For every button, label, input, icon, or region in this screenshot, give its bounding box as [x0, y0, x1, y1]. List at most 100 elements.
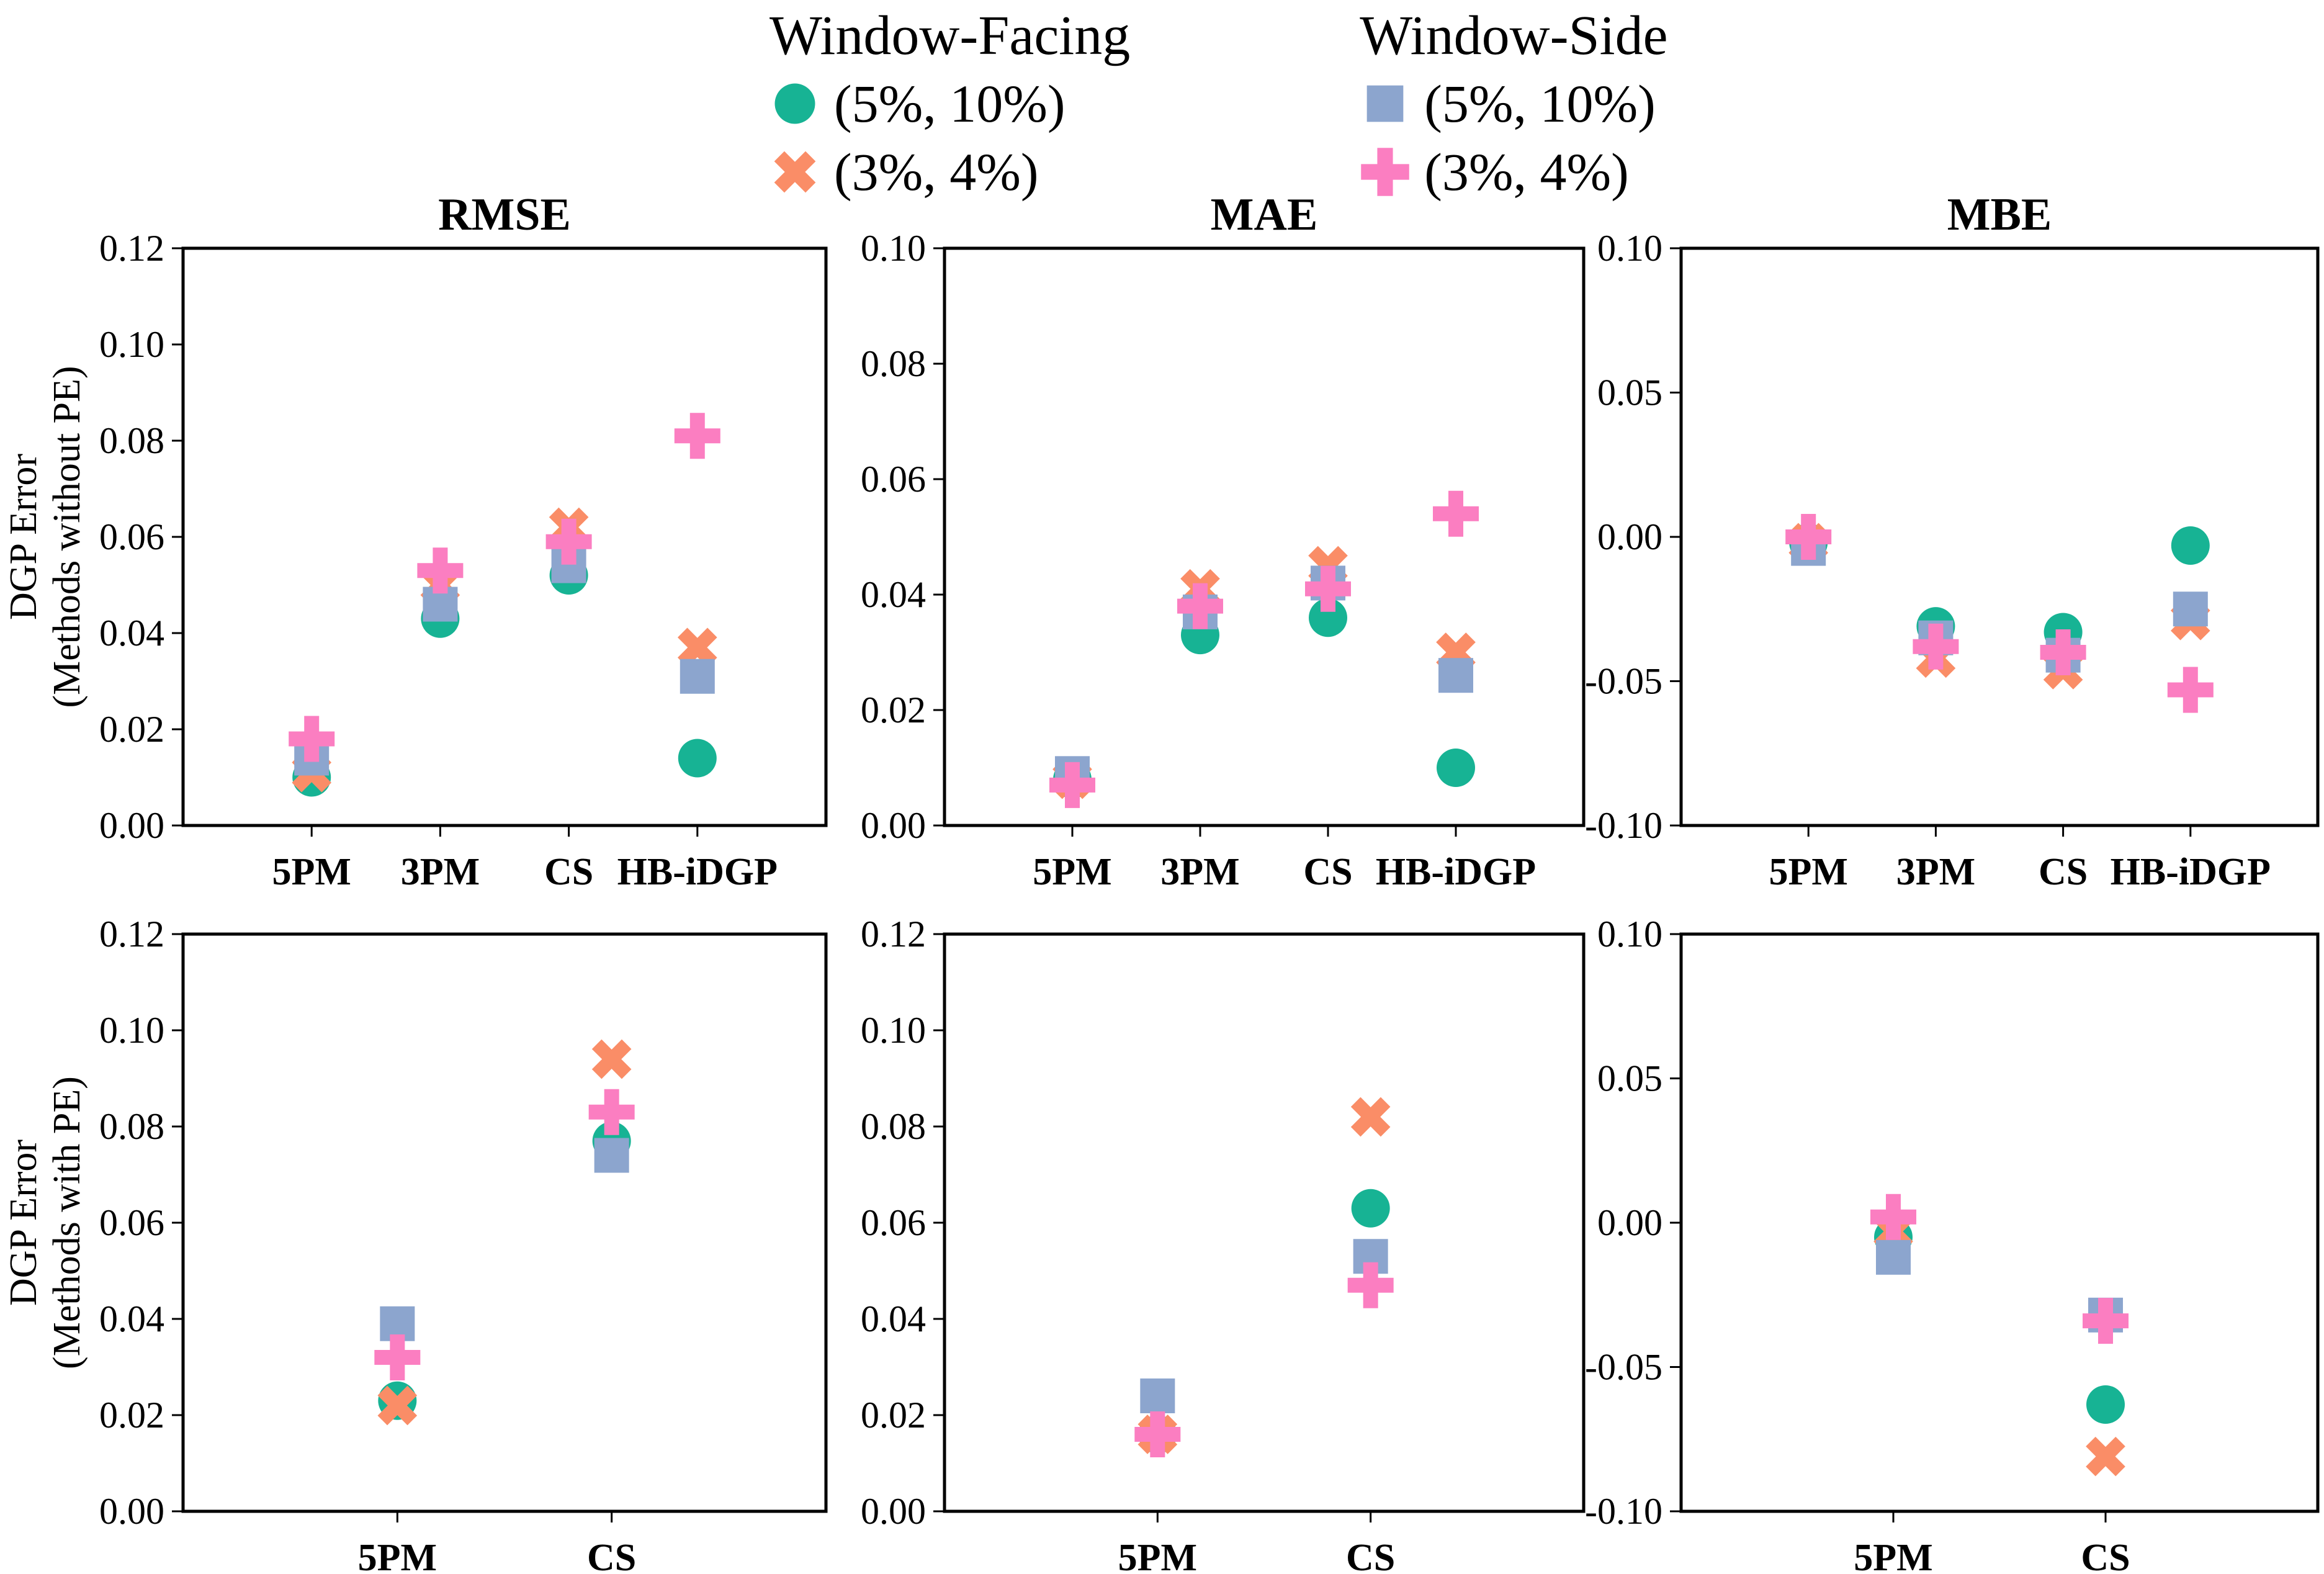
marker-square	[1140, 1378, 1175, 1413]
marker-plus	[1785, 514, 1832, 560]
marker-square	[594, 1138, 629, 1173]
marker-circle	[1309, 598, 1347, 637]
x-tick-label: CS	[2081, 1537, 2130, 1574]
marker-plus	[1870, 1194, 1916, 1240]
x-tick-label: HB-iDGP	[617, 851, 778, 893]
y-tick-label: 0.00	[861, 805, 926, 846]
y-tick-label: 0.05	[1597, 372, 1662, 413]
x-marker-icon	[774, 151, 816, 193]
marker-plus	[289, 716, 335, 762]
legend-group-title: Window-Side	[1360, 5, 1668, 66]
marker-plus	[588, 1089, 635, 1135]
panel-mbe-pe: -0.10 -0.05 0.00 0.05 0.10 5PM CS	[1585, 914, 2320, 1574]
x-tick-label: 3PM	[1896, 851, 1975, 893]
y-tick-label: 0.00	[99, 1491, 164, 1532]
legend-item-label: (5%, 10%)	[834, 74, 1066, 133]
y-tick-label: 0.00	[1597, 516, 1662, 557]
plus-marker-icon	[1361, 148, 1410, 196]
legend-group-window-facing: Window-Facing (5%, 10%) (3%, 4%)	[769, 2, 1130, 206]
marker-x	[377, 1385, 418, 1426]
legend-item-label: (5%, 10%)	[1424, 74, 1656, 133]
marker-square	[1366, 85, 1404, 122]
y-tick-label: 0.08	[99, 420, 164, 461]
x-tick-label: CS	[1303, 851, 1352, 893]
marker-x	[677, 627, 717, 668]
legend-item: (3%, 4%)	[1360, 138, 1667, 206]
series-x	[292, 507, 717, 793]
panel-title: MBE	[1947, 189, 2052, 240]
y-axis-label: (Methods with PE)	[46, 1076, 88, 1369]
x-tick-label: 5PM	[358, 1537, 437, 1574]
marker-x	[2086, 1436, 2125, 1477]
x-tick-label: 5PM	[1769, 851, 1848, 893]
marker-square	[1438, 658, 1473, 693]
y-tick-label: 0.02	[861, 1395, 926, 1436]
marker-x	[1350, 1097, 1391, 1137]
x-tick-label: HB-iDGP	[2111, 851, 2271, 893]
y-tick-label: 0.10	[99, 324, 164, 365]
series-plus	[289, 413, 720, 762]
y-tick-label: 0.06	[99, 1202, 164, 1243]
marker-plus	[674, 413, 720, 459]
y-tick-label: -0.05	[1585, 1347, 1662, 1388]
marker-plus	[1913, 623, 1959, 670]
y-tick-label: 0.00	[1597, 1202, 1662, 1243]
marker-plus	[417, 547, 464, 594]
series-x	[1052, 546, 1476, 799]
y-tick-label: 0.00	[861, 1491, 926, 1532]
series-circle	[1053, 598, 1475, 799]
y-tick-label: -0.10	[1585, 805, 1662, 846]
y-tick-label: 0.06	[861, 459, 926, 500]
y-tick-label: 0.06	[861, 1202, 926, 1243]
x-tick-label: HB-iDGP	[1376, 851, 1536, 893]
legend-group-window-side: Window-Side (5%, 10%) (3%, 4%)	[1360, 2, 1667, 206]
x-tick-label: 5PM	[272, 851, 351, 893]
y-tick-label: 0.04	[99, 1298, 164, 1339]
legend: Window-Facing (5%, 10%) (3%, 4%) Window-…	[769, 2, 1668, 206]
y-tick-label: 0.10	[861, 228, 926, 269]
series-circle	[378, 1122, 631, 1420]
series-square	[1791, 531, 2208, 673]
marker-circle	[678, 739, 717, 778]
marker-plus	[1347, 1262, 1394, 1308]
y-tick-label: 0.00	[99, 805, 164, 846]
x-tick-label: 5PM	[1118, 1537, 1197, 1574]
series-square	[294, 548, 715, 776]
marker-circle	[2171, 526, 2210, 565]
y-axis-label: (Methods without PE)	[46, 366, 88, 708]
marker-plus	[1177, 583, 1223, 629]
plot-box	[181, 246, 828, 827]
y-tick-label: 0.02	[861, 690, 926, 731]
series-circle	[1789, 523, 2210, 652]
x-tick-label: CS	[1346, 1537, 1395, 1574]
marker-plus	[2040, 629, 2086, 675]
circle-marker-icon	[774, 83, 815, 124]
series-plus	[374, 1089, 635, 1380]
series-circle	[1138, 1189, 1390, 1454]
y-tick-label: 0.08	[861, 343, 926, 384]
panel-mbe-no-pe: MBE -0.10 -0.05 0.00 0.05 0.10 5PM 3PM CS HB-iDGP	[1585, 189, 2320, 893]
y-tick-label: 0.12	[99, 228, 164, 269]
series-square	[1055, 565, 1473, 791]
marker-plus	[1361, 148, 1410, 196]
y-tick-label: -0.05	[1585, 661, 1662, 702]
y-axis-label: DGP Error	[2, 1140, 45, 1306]
legend-item: (5%, 10%)	[1360, 70, 1667, 138]
y-tick-label: 0.05	[1597, 1058, 1662, 1099]
panel-rmse-pe: DGP Error (Methods with PE) 0.00 0.02 0.04 0.…	[2, 914, 828, 1574]
x-tick-label: 5PM	[1033, 851, 1111, 893]
y-tick-label: 0.12	[99, 914, 164, 955]
marker-plus	[1433, 490, 1479, 537]
y-axis-label: DGP Error	[2, 454, 45, 620]
series-plus	[1049, 490, 1479, 808]
y-tick-label: 0.08	[861, 1106, 926, 1147]
marker-square	[1876, 1239, 1911, 1275]
y-tick-label: 0.10	[99, 1010, 164, 1051]
plot-box	[181, 932, 828, 1513]
legend-item: (5%, 10%)	[769, 70, 1130, 138]
marker-plus	[2167, 667, 2214, 713]
marker-square	[680, 659, 715, 694]
series-plus	[1785, 514, 2214, 713]
